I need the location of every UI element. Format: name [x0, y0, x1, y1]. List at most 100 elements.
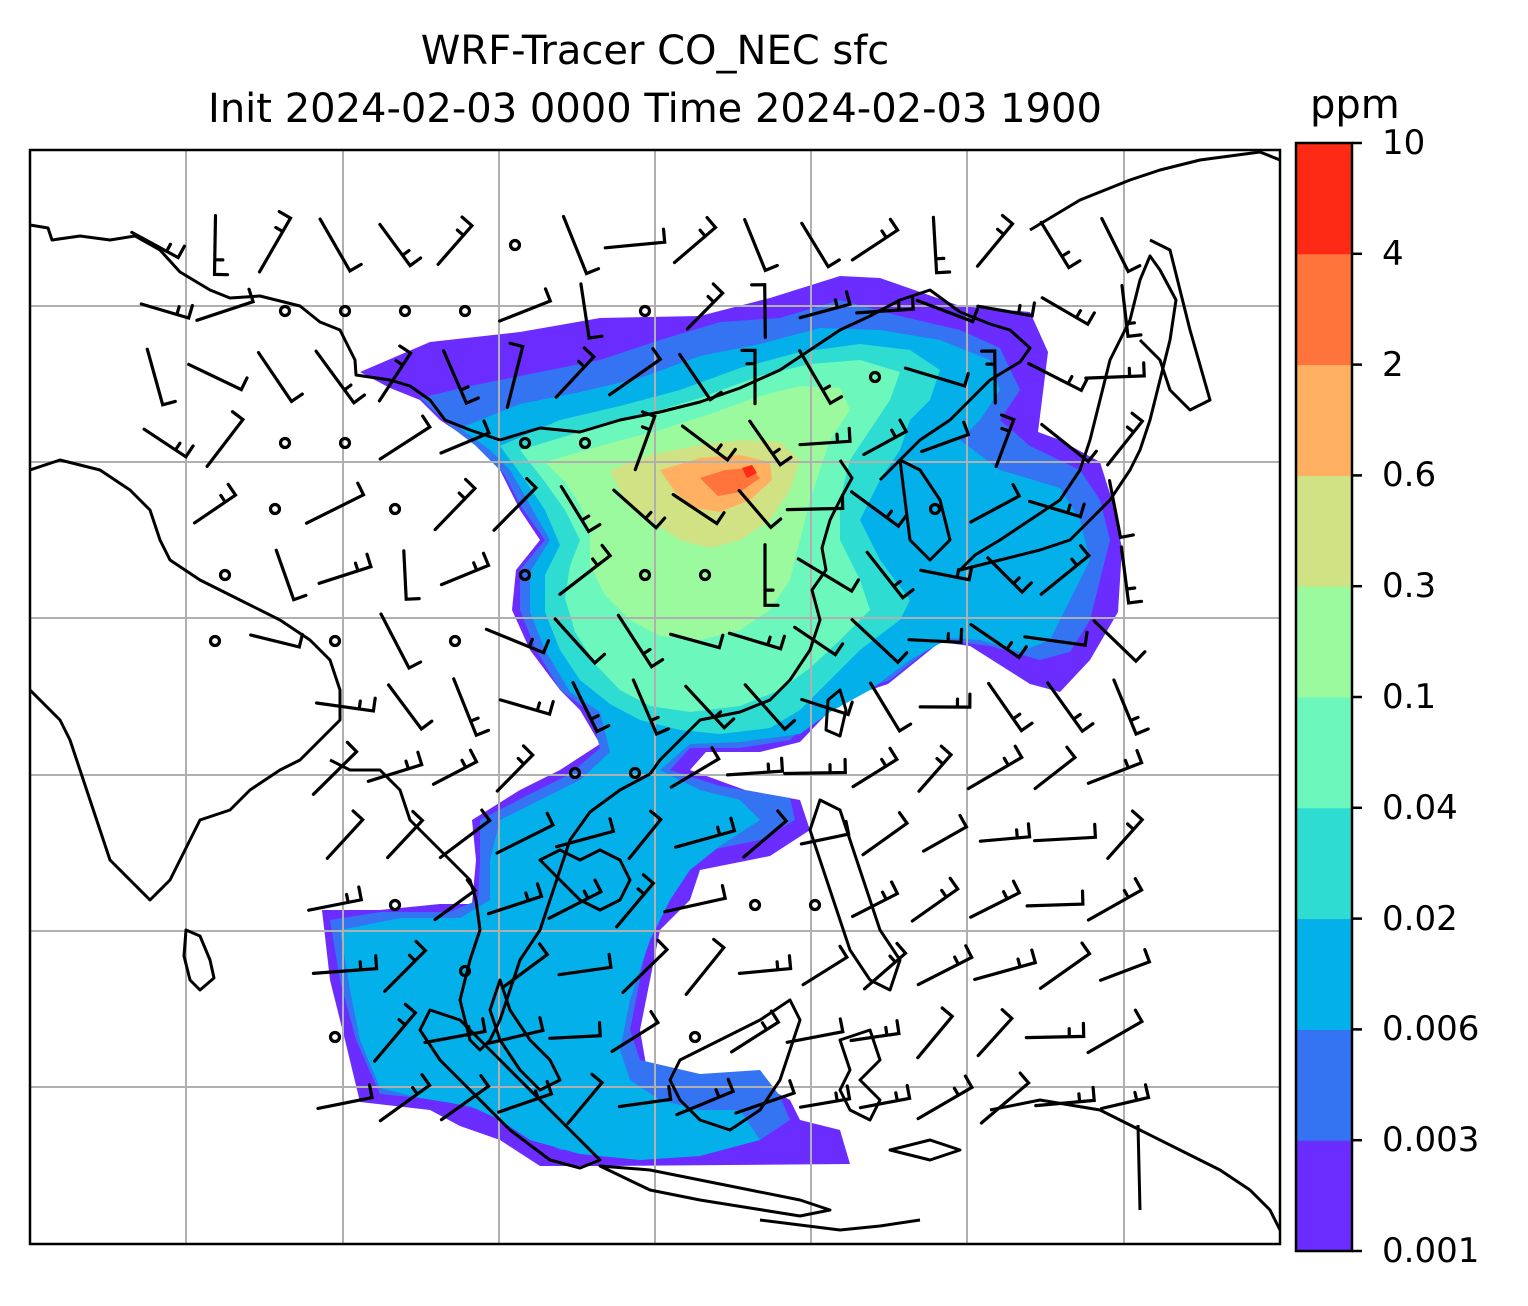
wind-barb: [674, 816, 737, 849]
wind-barb: [612, 488, 667, 531]
wind-barb: [849, 1019, 901, 1043]
wind-barb: [142, 427, 195, 460]
wind-barb: [801, 944, 850, 987]
coastline-timor: [888, 1138, 962, 1162]
wind-barb: [571, 680, 611, 734]
wind-barb: [304, 481, 366, 525]
colorbar-segment: [1296, 586, 1352, 698]
wind-barb: [1025, 889, 1085, 908]
wind-barb: [1039, 544, 1092, 596]
wind-barb: [566, 1072, 605, 1125]
wind-barb: [798, 426, 852, 447]
wind-barb: [554, 346, 597, 399]
wind-barb: [684, 684, 736, 730]
wind-barb: [865, 550, 915, 600]
wind-barb: [139, 302, 194, 320]
wind-barb-calm: [398, 304, 412, 318]
wind-barb: [311, 740, 359, 796]
coastline-japan: [958, 254, 1178, 572]
wind-barb-calm: [518, 436, 532, 450]
wind-barb: [314, 349, 366, 406]
wind-barb: [1099, 1083, 1151, 1111]
wind-barb: [377, 344, 413, 403]
wind-barb-calm: [518, 568, 532, 582]
wind-barb-calm: [328, 634, 342, 648]
wind-barb: [975, 213, 1015, 268]
wind-barb: [452, 677, 490, 738]
wind-barb: [796, 557, 860, 594]
wind-barb: [1034, 1085, 1096, 1108]
wind-barb: [1092, 619, 1147, 664]
wind-barb: [558, 543, 613, 596]
wind-barb-calm: [388, 502, 402, 516]
wind-barb: [1086, 877, 1144, 922]
wind-barb: [678, 352, 723, 402]
wind-barb: [495, 744, 535, 793]
wind-barb-calm: [628, 766, 642, 780]
wind-barb: [763, 543, 780, 607]
wind-barb: [726, 756, 785, 777]
coastline-java: [598, 1164, 832, 1218]
wind-barb-calm: [578, 436, 592, 450]
coastline-central-asia: [30, 223, 501, 442]
map-gridlines: [30, 150, 1280, 1244]
wind-barb: [785, 493, 845, 512]
wind-barb: [439, 551, 491, 587]
wind-barb: [257, 210, 293, 274]
border-png: [1136, 1124, 1142, 1211]
wind-barb: [378, 1073, 432, 1123]
coastline-sri-lanka: [182, 928, 216, 992]
wind-barb: [1027, 362, 1089, 393]
wind-barb-calm: [868, 370, 882, 384]
wind-barb: [740, 348, 757, 406]
wind-barb: [547, 878, 604, 920]
wind-barb: [916, 944, 974, 987]
wind-barb: [1120, 284, 1143, 339]
wind-barb-calm: [638, 568, 652, 582]
wind-barb: [669, 746, 721, 789]
wind-barb: [378, 222, 423, 268]
colorbar-segment: [1296, 364, 1352, 476]
wind-barb: [675, 1077, 736, 1117]
wind-barb: [800, 697, 854, 717]
wind-barb: [727, 631, 786, 651]
wind-barb: [495, 811, 556, 855]
map-title-line-1: WRF-Tracer CO_NEC sfc: [420, 28, 890, 74]
wind-barb: [145, 347, 177, 407]
wind-barb: [616, 613, 665, 669]
wind-barb: [748, 419, 793, 468]
wind-barb: [316, 1083, 374, 1110]
wind-barb: [436, 215, 475, 266]
wind-barb: [627, 809, 664, 861]
wind-barb-calm: [278, 304, 292, 318]
wind-barb: [916, 1074, 975, 1121]
wind-barb: [862, 941, 908, 991]
wind-barb: [969, 482, 1022, 524]
wind-barb: [195, 287, 256, 322]
wind-barb: [793, 625, 845, 657]
coastline-new-guinea: [989, 1098, 1280, 1231]
wind-barb: [994, 413, 1016, 468]
wind-barb: [325, 809, 365, 860]
colorbar-tick-label: 0.1: [1382, 677, 1437, 717]
wind-barb: [318, 217, 363, 274]
wind-barb: [431, 748, 479, 786]
wind-barb: [1112, 678, 1150, 737]
wind-barb: [855, 294, 915, 315]
wind-barb: [850, 217, 900, 262]
tracer-level-4: [742, 465, 757, 478]
wind-barb: [750, 283, 767, 339]
coastline-lesser-sunda: [759, 1218, 921, 1232]
wind-barb: [617, 1085, 673, 1109]
wind-barb: [917, 744, 954, 793]
colorbar-segment: [1296, 253, 1352, 366]
wind-barb-calm: [388, 898, 402, 912]
wind-barb-calm: [508, 238, 522, 252]
colorbar-segment: [1296, 1140, 1352, 1252]
wind-barb: [633, 410, 657, 472]
wind-barb: [798, 1084, 852, 1109]
wind-barb: [256, 351, 304, 404]
coastline-china-east: [499, 288, 1032, 482]
colorbar-tick-label: 0.02: [1382, 898, 1458, 939]
wind-barb: [383, 939, 428, 993]
